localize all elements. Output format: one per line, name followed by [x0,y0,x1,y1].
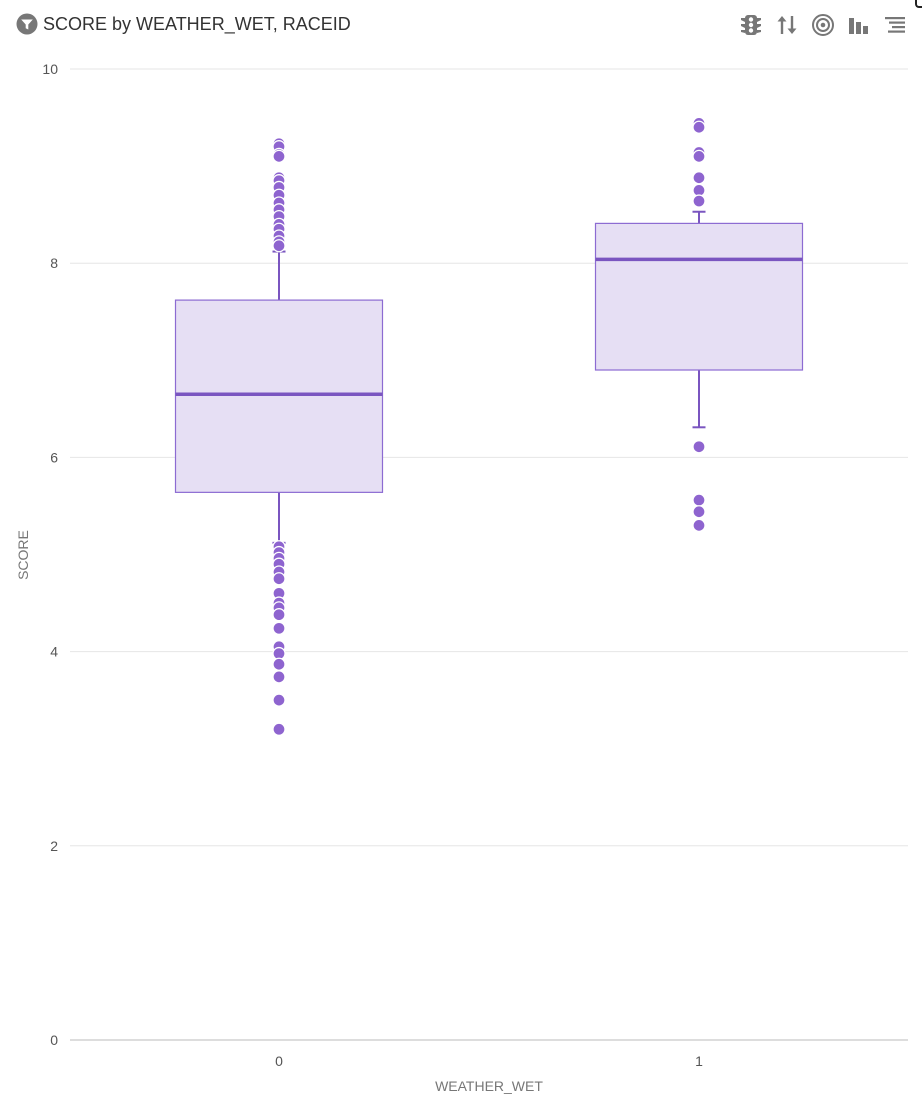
filter-icon[interactable] [16,13,38,35]
outlier-point[interactable] [272,693,286,707]
outlier-point[interactable] [272,239,286,253]
outlier-point[interactable] [692,505,706,519]
bar-chart-icon[interactable] [846,12,872,38]
outlier-point[interactable] [272,657,286,671]
boxes [174,116,804,736]
list-icon[interactable] [882,12,908,38]
y-tick-label: 2 [50,838,58,854]
outlier-point[interactable] [692,120,706,134]
y-tick-label: 6 [50,449,58,465]
x-tick-label: 1 [695,1053,703,1069]
chart-header: SCORE by WEATHER_WET, RACEID [0,0,922,50]
traffic-light-icon[interactable] [738,12,764,38]
resize-corner-icon[interactable] [915,0,922,8]
title-group: SCORE by WEATHER_WET, RACEID [16,13,351,35]
box-group-1[interactable] [594,116,804,533]
box-iqr[interactable] [174,299,384,493]
outlier-point[interactable] [272,670,286,684]
y-tick-label: 4 [50,644,58,660]
target-icon[interactable] [810,12,836,38]
outlier-point[interactable] [692,194,706,208]
outlier-point[interactable] [272,722,286,736]
box-iqr[interactable] [594,222,804,371]
outlier-point[interactable] [272,608,286,622]
outlier-point[interactable] [272,149,286,164]
y-axis-label: SCORE [15,530,31,580]
y-tick-label: 8 [50,255,58,271]
x-axis-label: WEATHER_WET [435,1078,543,1094]
sort-icon[interactable] [774,12,800,38]
outlier-point[interactable] [692,149,706,164]
outlier-point[interactable] [272,621,286,635]
box-group-0[interactable] [174,137,384,736]
chart-title: SCORE by WEATHER_WET, RACEID [43,14,351,34]
outlier-point[interactable] [692,440,706,454]
outlier-point[interactable] [692,171,706,185]
y-tick-label: 10 [42,61,58,77]
outlier-point[interactable] [692,493,706,507]
outlier-point[interactable] [692,518,706,533]
outlier-point[interactable] [272,572,286,586]
y-tick-label: 0 [50,1032,58,1048]
chart-toolbar [738,12,908,38]
y-tick-labels: 0 2 4 6 8 10 [42,61,58,1048]
x-tick-label: 0 [275,1053,283,1069]
